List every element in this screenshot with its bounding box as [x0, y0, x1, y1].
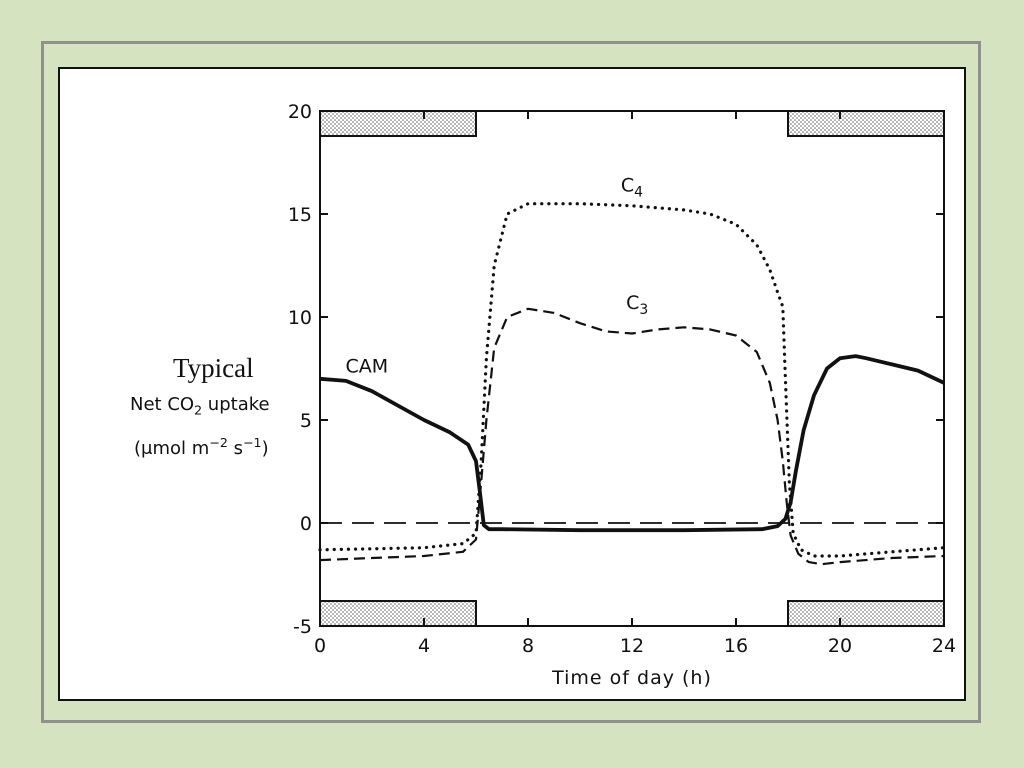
ylabel-unit: (μmol m−2 s−1)	[134, 435, 269, 459]
night-bar-top-0	[319, 110, 477, 137]
y-tick-label: 15	[288, 204, 312, 226]
x-tick-label: 4	[418, 635, 430, 657]
ylabel-unit-close: )	[261, 438, 269, 459]
x-tick-label: 24	[932, 635, 956, 657]
night-bar-bottom-0	[319, 600, 477, 627]
figure-panel: 0 4 8 12 16 20 24 -5 0 5 10 15 20 Time of day (h) CAM C…	[58, 67, 966, 701]
ylabel-main: Net CO2 uptake	[130, 394, 270, 418]
ylabel-unit-mu: μ	[141, 438, 153, 459]
y-tick-label: 20	[288, 101, 312, 123]
y-tick-label: -5	[293, 616, 312, 638]
ylabel-unit-s: s	[227, 438, 243, 459]
series-label-c4: C4	[621, 174, 643, 200]
ylabel-unit-exp2: −1	[242, 435, 262, 450]
x-tick-label: 8	[522, 635, 534, 657]
y-tick-label: 10	[288, 307, 312, 329]
series-line-cam	[319, 354, 945, 533]
ylabel-unit-mid: mol m	[152, 438, 210, 459]
x-tick-label: 16	[724, 635, 748, 657]
ylabel-unit-exp1: −2	[209, 435, 228, 450]
ylabel-prefix: Typical	[173, 353, 254, 383]
series-label-cam: CAM	[345, 356, 388, 378]
series-line-c3	[319, 307, 945, 566]
night-bar-top-1	[787, 110, 945, 137]
ylabel-main-sub: 2	[194, 402, 203, 418]
y-tick-label: 0	[300, 513, 312, 535]
night-bar-bottom-1	[787, 600, 945, 627]
ylabel-main-pre: Net CO	[130, 394, 195, 415]
x-axis-label: Time of day (h)	[551, 667, 712, 689]
x-tick-label: 12	[620, 635, 644, 657]
x-tick-label: 0	[314, 635, 326, 657]
ylabel-main-post: uptake	[202, 394, 270, 415]
y-tick-label: 5	[300, 410, 312, 432]
series-label-c3: C3	[626, 292, 648, 318]
x-tick-label: 20	[828, 635, 852, 657]
ylabel-unit-open: (	[134, 438, 142, 459]
series-line-c4	[318, 202, 946, 558]
